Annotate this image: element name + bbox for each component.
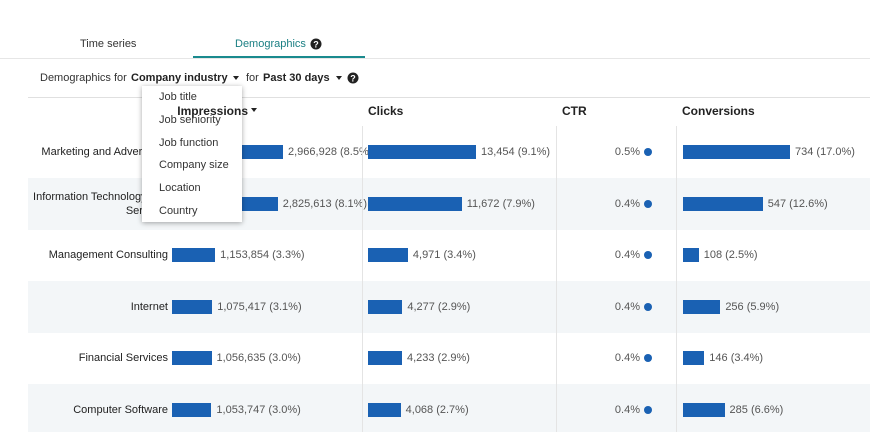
- dropdown-item[interactable]: Job title: [159, 91, 197, 103]
- tab-divider: [0, 58, 870, 59]
- bar-value-label: 285 (6.6%): [729, 403, 784, 416]
- bar-value-label: 4,277 (2.9%): [407, 300, 471, 313]
- dropdown-menu: Job title Job seniority Job function Compan…: [142, 86, 242, 222]
- column-header[interactable]: Clicks: [368, 104, 404, 118]
- dropdown-item[interactable]: Job seniority: [159, 113, 221, 126]
- help-icon[interactable]: ?: [347, 72, 359, 84]
- bar: [368, 402, 401, 417]
- bar: [368, 299, 403, 314]
- bar-value-label: 108 (2.5%): [703, 249, 758, 261]
- bar-value-label: 1,053,747 (3.0%): [216, 403, 301, 416]
- row-label: Internet: [130, 300, 168, 313]
- column-header[interactable]: Impressions: [177, 104, 248, 118]
- bar-value-label: 2,825,613 (8.1%): [282, 197, 368, 210]
- row-label: Computer Software: [73, 403, 168, 416]
- dropdown-item[interactable]: Job function: [159, 136, 219, 149]
- column-divider: [362, 126, 363, 432]
- bar-value-label: 256 (5.9%): [725, 300, 780, 313]
- bar: [368, 145, 476, 159]
- bar-value-label: 1,153,854 (3.3%): [220, 249, 305, 261]
- ctr-dot: [644, 302, 652, 311]
- table-row: Marketing and Advertising 2,966,928 (8.5%…: [28, 126, 870, 178]
- bar: [172, 248, 216, 262]
- ctr-value: 0.4%: [614, 197, 640, 210]
- ctr-dot: [644, 251, 652, 259]
- table-row: Management Consulting 1,153,854 (3.3%) 4,9…: [28, 229, 870, 281]
- row-label: Management Consulting: [48, 249, 168, 261]
- bar: [683, 351, 705, 365]
- help-icon[interactable]: ?: [310, 38, 322, 50]
- ctr-dot: [644, 405, 652, 414]
- tab-time-series[interactable]: Time series: [80, 38, 137, 50]
- ctr-value: 0.4%: [614, 300, 640, 313]
- bar-value-label: 2,966,928 (8.5%): [288, 146, 373, 158]
- caret: [336, 76, 342, 80]
- bar-value-label: 1,075,417 (3.1%): [217, 300, 302, 313]
- ctr-dot: [644, 354, 652, 362]
- bar-value-label: 146 (3.4%): [709, 352, 764, 364]
- bar: [368, 351, 402, 365]
- dropdown-item[interactable]: Company size: [159, 159, 229, 172]
- table-top-border: [28, 97, 870, 98]
- bar: [368, 196, 462, 211]
- svg-text:?: ?: [313, 40, 319, 50]
- sort-caret: [251, 108, 257, 112]
- bar: [683, 145, 790, 159]
- dropdown-item[interactable]: Location: [159, 182, 201, 195]
- table-row: Internet 1,075,417 (3.1%) 4,277 (2.9%) 0.4%…: [28, 280, 870, 333]
- bar-value-label: 4,233 (2.9%): [406, 352, 470, 364]
- active-tab-underline: [193, 56, 365, 58]
- bar: [683, 248, 699, 262]
- column-header[interactable]: CTR: [562, 104, 587, 118]
- ctr-dot: [644, 148, 652, 156]
- bar-value-label: 1,056,635 (3.0%): [216, 352, 301, 364]
- ctr-dot: [644, 199, 652, 208]
- bar: [172, 299, 213, 314]
- filter-prefix: Demographics for: [40, 72, 127, 84]
- dimension-select[interactable]: Company industry: [131, 72, 228, 84]
- ctr-value: 0.4%: [614, 352, 640, 364]
- tab-demographics[interactable]: Demographics: [235, 38, 306, 50]
- period-select[interactable]: Past 30 days: [263, 72, 330, 84]
- ctr-value: 0.5%: [614, 146, 640, 158]
- ctr-value: 0.4%: [614, 403, 640, 416]
- column-header[interactable]: Conversions: [682, 104, 755, 118]
- bar-value-label: 11,672 (7.9%): [466, 197, 535, 210]
- bar: [683, 299, 721, 314]
- table-row: Financial Services 1,056,635 (3.0%) 4,233 …: [28, 332, 870, 384]
- bar-value-label: 547 (12.6%): [767, 197, 828, 210]
- dropdown-item[interactable]: Country: [159, 205, 198, 217]
- row-label: Financial Services: [78, 352, 168, 364]
- table-row: Computer Software 1,053,747 (3.0%) 4,068 (…: [28, 383, 870, 432]
- bar-value-label: 4,971 (3.4%): [412, 249, 476, 261]
- row-label: Marketing and Advertising: [41, 146, 168, 158]
- caret: [233, 76, 239, 80]
- filter-joiner: for: [246, 72, 259, 84]
- bar-value-label: 4,068 (2.7%): [405, 403, 469, 416]
- bar: [172, 351, 212, 365]
- bar-value-label: 13,454 (9.1%): [481, 146, 551, 158]
- bar: [683, 196, 763, 211]
- column-divider: [556, 126, 557, 432]
- column-divider: [676, 126, 677, 432]
- bar: [172, 402, 212, 417]
- bar-value-label: 734 (17.0%): [795, 146, 855, 158]
- svg-text:?: ?: [350, 74, 356, 84]
- ctr-value: 0.4%: [614, 249, 640, 261]
- bar: [368, 248, 408, 262]
- bar: [683, 402, 725, 417]
